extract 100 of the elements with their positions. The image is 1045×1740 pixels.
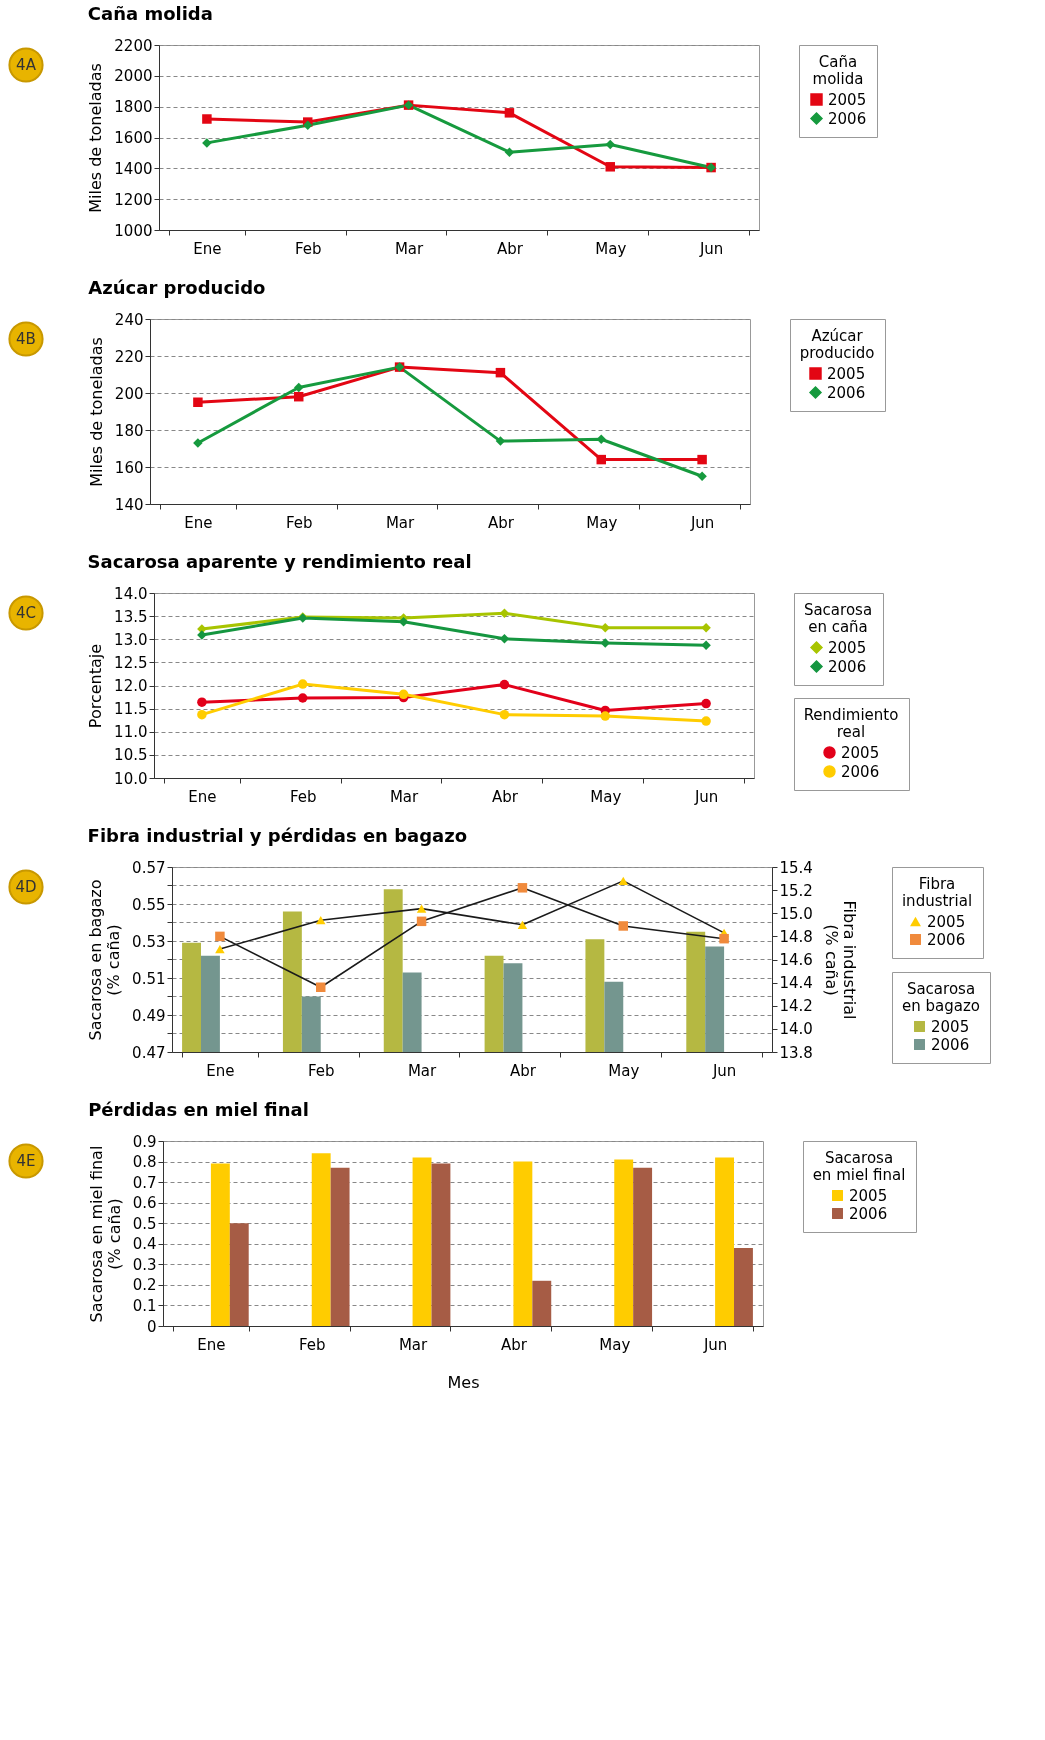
x-tick-label: May (599, 1335, 631, 1354)
y-tick-label: 10.0 (114, 769, 148, 788)
x-tick-label: Abr (509, 1061, 537, 1080)
y-tick-label: 0.55 (132, 895, 166, 914)
x-axis-title: Mes (447, 1372, 480, 1392)
x-tick-label: Ene (206, 1061, 235, 1080)
legend-label: 2006 (849, 1204, 888, 1223)
y-tick-label: 2200 (114, 36, 153, 55)
x-tick-label: Abr (496, 239, 524, 258)
text: Sacarosa en bagazo (902, 980, 980, 1015)
x-tick-label: Mar (389, 787, 420, 806)
y-tick-label: 0.47 (132, 1043, 166, 1062)
x-tick-label: Feb (289, 787, 317, 806)
y2-axis-title: Fibra industrial (% caña) (821, 900, 859, 1020)
legend-label: 2005 (931, 1017, 970, 1036)
y-tick-label: 0.57 (132, 858, 166, 877)
chart-title: Azúcar producido (88, 277, 266, 298)
x-tick-label: Jun (693, 787, 719, 806)
x-tick-label: Abr (491, 787, 519, 806)
y-tick-label: 13.5 (114, 607, 148, 626)
y-tick-label: 0.53 (132, 932, 166, 951)
x-tick-label: Ene (188, 787, 217, 806)
legend-label: 2005 (827, 364, 866, 383)
y2-tick-label: 15.0 (779, 904, 813, 923)
y-axis-title: Sacarosa en bagazo (% caña) (86, 879, 124, 1041)
text: Fibra industrial (901, 875, 973, 910)
y2-tick-label: 13.8 (779, 1043, 813, 1062)
x-tick-label: Ene (197, 1335, 226, 1354)
y-tick-label: 1000 (114, 221, 153, 240)
y-tick-label: 12.0 (114, 677, 148, 695)
y-tick-label: 1200 (114, 190, 153, 209)
x-tick-label: Mar (398, 1335, 429, 1354)
y-tick-label: 0.2 (132, 1276, 157, 1295)
y-tick-label: 10.5 (114, 746, 148, 765)
x-tick-label: Abr (487, 513, 515, 532)
x-tick-label: Abr (500, 1335, 528, 1354)
x-tick-label: Jun (702, 1335, 728, 1354)
legend-label: 2005 (841, 743, 880, 762)
y-tick-label: 0.4 (132, 1235, 157, 1254)
y-axis-title: Miles de toneladas (86, 63, 106, 213)
y-tick-label: 1400 (114, 159, 153, 178)
x-tick-label: Jun (698, 239, 724, 258)
legend-label: 2005 (828, 638, 867, 657)
legend-title: Caña molida (812, 53, 864, 88)
text: 4B (16, 330, 36, 348)
legend-label: 2006 (841, 762, 880, 781)
x-tick-label: Ene (193, 239, 222, 258)
y-tick-label: 0.6 (132, 1194, 157, 1213)
x-tick-label: May (595, 239, 627, 258)
chart-title: Caña molida (87, 3, 213, 24)
text: Rendimiento real (803, 706, 899, 741)
y-tick-label: 13.0 (114, 630, 148, 649)
y-axis-title: Porcentaje (86, 643, 106, 729)
x-tick-label: May (608, 1061, 640, 1080)
legend-label: 2005 (927, 912, 966, 931)
y2-tick-label: 14.2 (779, 997, 813, 1016)
legend-label: 2006 (931, 1035, 970, 1054)
x-tick-label: Mar (394, 239, 425, 258)
y-tick-label: 11.0 (114, 723, 148, 742)
y-tick-label: 1600 (114, 129, 153, 147)
x-tick-label: Feb (307, 1061, 335, 1080)
x-tick-label: Jun (711, 1061, 737, 1080)
x-tick-label: Mar (407, 1061, 438, 1080)
y2-tick-label: 14.8 (779, 927, 813, 946)
y-tick-label: 0.51 (132, 969, 166, 988)
text: 4C (15, 604, 37, 622)
chart-title: Sacarosa aparente y rendimiento real (87, 551, 472, 572)
y-tick-label: 0 (146, 1317, 157, 1336)
chart-title: Pérdidas en miel final (88, 1099, 309, 1120)
legend-title: Azúcar producido (799, 327, 875, 362)
y-tick-label: 0.8 (132, 1153, 157, 1172)
y-tick-label: 0.49 (132, 1006, 166, 1025)
text: 4A (16, 56, 37, 74)
legend-title: Sacarosa en miel final (812, 1149, 906, 1184)
x-tick-label: Feb (294, 239, 322, 258)
y-tick-label: 160 (114, 458, 144, 477)
y-tick-label: 140 (114, 495, 144, 514)
legend-label: 2006 (828, 657, 867, 676)
x-tick-label: Ene (184, 513, 213, 532)
text: 4D (15, 878, 37, 896)
legend-label: 2005 (849, 1186, 888, 1205)
y-tick-label: 12.5 (114, 653, 148, 672)
text: 4E (16, 1152, 36, 1170)
y-tick-label: 0.1 (132, 1296, 157, 1315)
legend-label: 2006 (827, 383, 866, 402)
x-tick-label: Feb (285, 513, 313, 532)
x-tick-label: Jun (689, 513, 715, 532)
y-axis-title: Sacarosa en miel final (% caña) (86, 1145, 124, 1323)
y-tick-label: 0.5 (132, 1214, 157, 1233)
legend-label: 2005 (828, 90, 867, 109)
x-tick-label: Feb (298, 1335, 326, 1354)
x-tick-label: May (590, 787, 622, 806)
y2-tick-label: 15.4 (779, 858, 813, 877)
y-tick-label: 11.5 (114, 700, 148, 719)
y-tick-label: 240 (114, 310, 144, 329)
x-tick-label: May (586, 513, 618, 532)
y-tick-label: 180 (114, 421, 144, 440)
y-axis-title: Miles de toneladas (86, 337, 106, 487)
y2-tick-label: 14.0 (779, 1020, 813, 1039)
legend-label: 2006 (927, 930, 966, 949)
